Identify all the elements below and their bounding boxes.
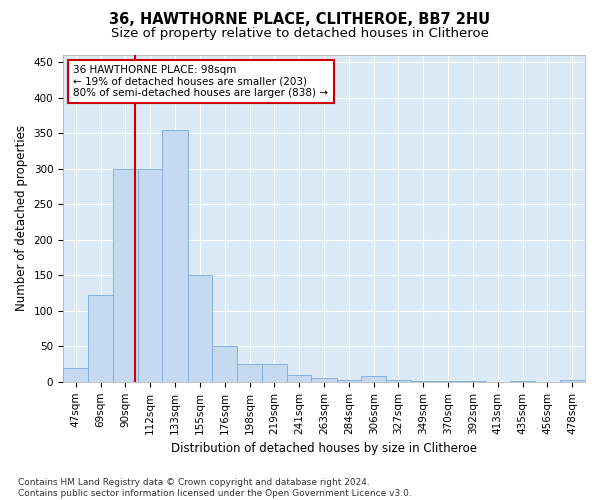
Bar xyxy=(361,376,386,382)
Bar xyxy=(287,374,311,382)
Bar xyxy=(212,346,238,382)
Text: 36 HAWTHORNE PLACE: 98sqm
← 19% of detached houses are smaller (203)
80% of semi: 36 HAWTHORNE PLACE: 98sqm ← 19% of detac… xyxy=(73,65,328,98)
Bar xyxy=(163,130,188,382)
Bar xyxy=(460,381,485,382)
X-axis label: Distribution of detached houses by size in Clitheroe: Distribution of detached houses by size … xyxy=(171,442,477,455)
Bar xyxy=(311,378,337,382)
Bar xyxy=(337,380,361,382)
Bar xyxy=(436,381,460,382)
Bar xyxy=(113,168,138,382)
Bar xyxy=(560,380,585,382)
Bar xyxy=(188,275,212,382)
Bar xyxy=(138,168,163,382)
Bar xyxy=(88,295,113,382)
Bar xyxy=(63,368,88,382)
Y-axis label: Number of detached properties: Number of detached properties xyxy=(15,126,28,312)
Text: Size of property relative to detached houses in Clitheroe: Size of property relative to detached ho… xyxy=(111,28,489,40)
Bar xyxy=(238,364,262,382)
Text: Contains HM Land Registry data © Crown copyright and database right 2024.
Contai: Contains HM Land Registry data © Crown c… xyxy=(18,478,412,498)
Text: 36, HAWTHORNE PLACE, CLITHEROE, BB7 2HU: 36, HAWTHORNE PLACE, CLITHEROE, BB7 2HU xyxy=(109,12,491,28)
Bar xyxy=(262,364,287,382)
Bar xyxy=(386,380,410,382)
Bar xyxy=(410,381,436,382)
Bar xyxy=(510,381,535,382)
